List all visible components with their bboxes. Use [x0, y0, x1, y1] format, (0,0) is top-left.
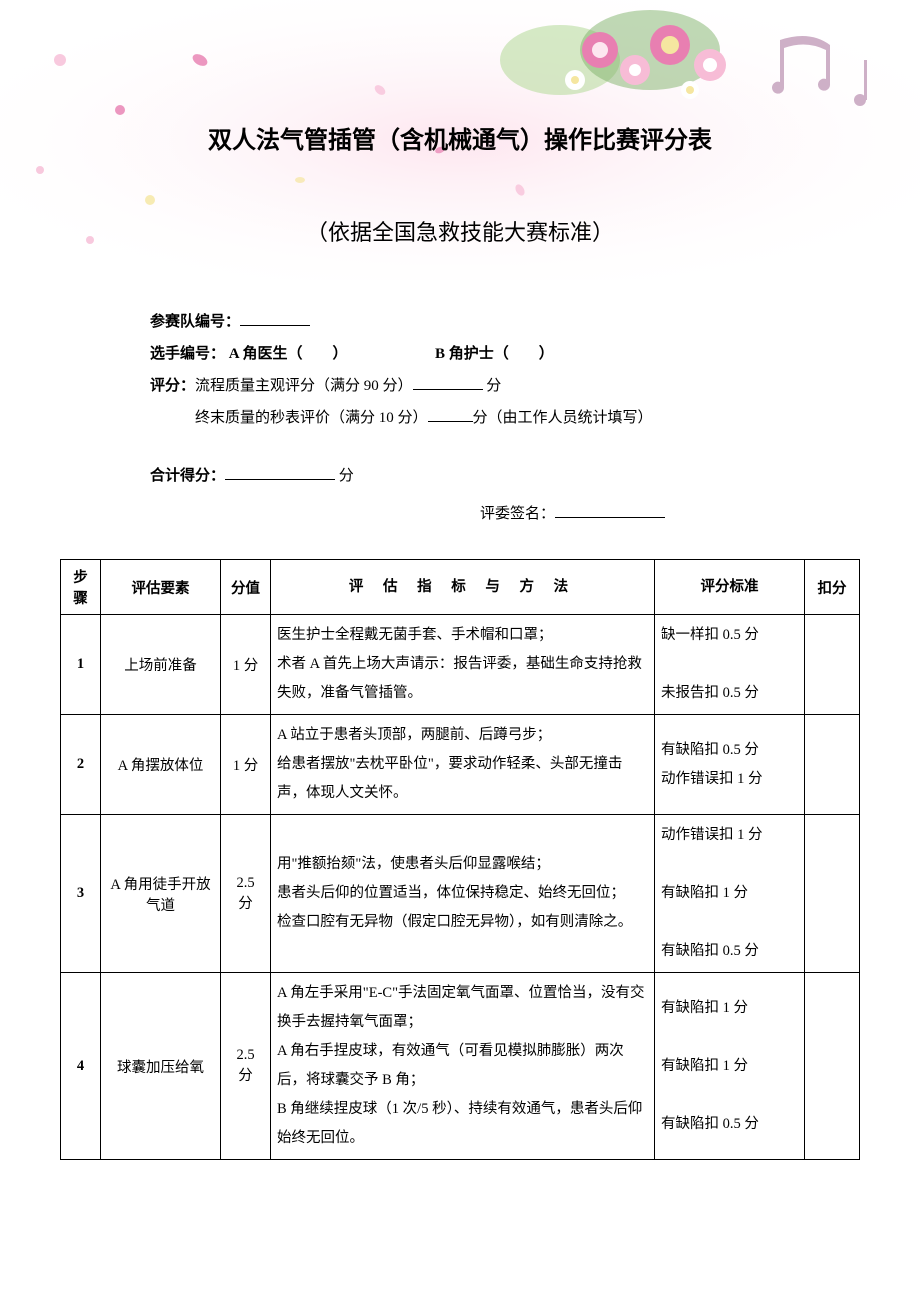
cell-standard: 缺一样扣 0.5 分 未报告扣 0.5 分 [655, 615, 805, 715]
table-row: 2A 角摆放体位1 分A 站立于患者头顶部，两腿前、后蹲弓步；给患者摆放"去枕平… [61, 715, 860, 815]
total-unit: 分 [335, 468, 354, 484]
cell-element: A 角用徒手开放气道 [101, 815, 221, 973]
info-block: 参赛队编号： 选手编号： A 角医生（ ） B 角护士（ ） 评分：流程质量主观… [150, 307, 860, 529]
line1-blank[interactable] [413, 374, 483, 391]
cell-step: 3 [61, 815, 101, 973]
judge-label: 评委签名： [480, 506, 555, 522]
table-row: 4球囊加压给氧2.5分A 角左手采用"E-C"手法固定氧气面罩、位置恰当，没有交… [61, 973, 860, 1160]
cell-step: 1 [61, 615, 101, 715]
team-blank[interactable] [240, 310, 310, 327]
player-row: 选手编号： A 角医生（ ） B 角护士（ ） [150, 339, 860, 369]
cell-standard: 有缺陷扣 1 分 有缺陷扣 1 分 有缺陷扣 0.5 分 [655, 973, 805, 1160]
line2-blank[interactable] [428, 406, 473, 423]
judge-row: 评委签名： [480, 499, 860, 529]
page-content: 双人法气管插管（含机械通气）操作比赛评分表 （依据全国急救技能大赛标准） 参赛队… [0, 0, 920, 1220]
cell-deduct[interactable] [805, 615, 860, 715]
cell-criteria: 医生护士全程戴无菌手套、手术帽和口罩；术者 A 首先上场大声请示：报告评委，基础… [271, 615, 655, 715]
cell-deduct[interactable] [805, 973, 860, 1160]
cell-criteria: 用"推额抬颏"法，使患者头后仰显露喉结；患者头后仰的位置适当，体位保持稳定、始终… [271, 815, 655, 973]
th-element: 评估要素 [101, 560, 221, 615]
score-table: 步骤 评估要素 分值 评 估 指 标 与 方 法 评分标准 扣分 1上场前准备1… [60, 559, 860, 1160]
cell-deduct[interactable] [805, 715, 860, 815]
total-blank[interactable] [225, 464, 335, 481]
table-header-row: 步骤 评估要素 分值 评 估 指 标 与 方 法 评分标准 扣分 [61, 560, 860, 615]
cell-standard: 有缺陷扣 0.5 分动作错误扣 1 分 [655, 715, 805, 815]
cell-step: 2 [61, 715, 101, 815]
cell-score: 2.5分 [221, 815, 271, 973]
table-row: 3A 角用徒手开放气道2.5分用"推额抬颏"法，使患者头后仰显露喉结；患者头后仰… [61, 815, 860, 973]
th-score: 分值 [221, 560, 271, 615]
cell-score: 1 分 [221, 615, 271, 715]
role-a: A 角医生（ ） [229, 346, 348, 362]
page-title: 双人法气管插管（含机械通气）操作比赛评分表 [60, 120, 860, 155]
judge-blank[interactable] [555, 502, 665, 519]
cell-element: 上场前准备 [101, 615, 221, 715]
cell-standard: 动作错误扣 1 分 有缺陷扣 1 分 有缺陷扣 0.5 分 [655, 815, 805, 973]
table-row: 1上场前准备1 分医生护士全程戴无菌手套、手术帽和口罩；术者 A 首先上场大声请… [61, 615, 860, 715]
cell-criteria: A 角左手采用"E-C"手法固定氧气面罩、位置恰当，没有交换手去握持氧气面罩；A… [271, 973, 655, 1160]
player-label: 选手编号： [150, 346, 225, 362]
team-row: 参赛队编号： [150, 307, 860, 337]
th-step: 步骤 [61, 560, 101, 615]
cell-step: 4 [61, 973, 101, 1160]
total-label: 合计得分： [150, 468, 225, 484]
cell-criteria: A 站立于患者头顶部，两腿前、后蹲弓步；给患者摆放"去枕平卧位"，要求动作轻柔、… [271, 715, 655, 815]
scoring-row-2: 终末质量的秒表评价（满分 10 分） 分（由工作人员统计填写） [195, 403, 860, 433]
team-label: 参赛队编号： [150, 314, 240, 330]
line1-pre: 流程质量主观评分（满分 90 分） [195, 378, 413, 394]
page-subtitle: （依据全国急救技能大赛标准） [60, 215, 860, 247]
th-criteria: 评 估 指 标 与 方 法 [271, 560, 655, 615]
cell-element: A 角摆放体位 [101, 715, 221, 815]
role-b: B 角护士（ ） [435, 346, 554, 362]
line2-pre: 终末质量的秒表评价（满分 10 分） [195, 410, 428, 426]
line1-post: 分 [483, 378, 502, 394]
table-body: 1上场前准备1 分医生护士全程戴无菌手套、手术帽和口罩；术者 A 首先上场大声请… [61, 615, 860, 1160]
scoring-row-1: 评分：流程质量主观评分（满分 90 分） 分 [150, 371, 860, 401]
cell-deduct[interactable] [805, 815, 860, 973]
line2-post: 分（由工作人员统计填写） [473, 410, 653, 426]
cell-score: 2.5分 [221, 973, 271, 1160]
cell-score: 1 分 [221, 715, 271, 815]
scoring-label: 评分： [150, 378, 195, 394]
total-row: 合计得分： 分 [150, 461, 860, 491]
th-standard: 评分标准 [655, 560, 805, 615]
cell-element: 球囊加压给氧 [101, 973, 221, 1160]
th-deduct: 扣分 [805, 560, 860, 615]
